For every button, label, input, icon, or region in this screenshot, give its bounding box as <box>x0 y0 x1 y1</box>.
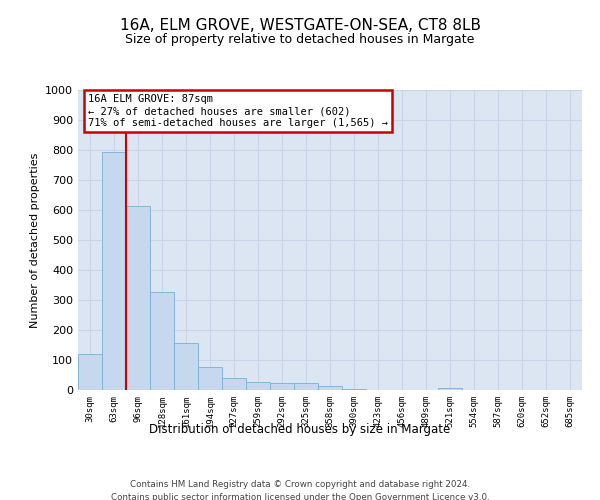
Text: 16A ELM GROVE: 87sqm
← 27% of detached houses are smaller (602)
71% of semi-deta: 16A ELM GROVE: 87sqm ← 27% of detached h… <box>88 94 388 128</box>
Bar <box>246 382 270 390</box>
Bar <box>438 388 462 390</box>
Text: Contains HM Land Registry data © Crown copyright and database right 2024.: Contains HM Land Registry data © Crown c… <box>130 480 470 489</box>
Bar <box>102 152 126 390</box>
Bar <box>174 342 198 390</box>
Text: Distribution of detached houses by size in Margate: Distribution of detached houses by size … <box>149 422 451 436</box>
Bar <box>318 386 342 390</box>
Text: Contains public sector information licensed under the Open Government Licence v3: Contains public sector information licen… <box>110 492 490 500</box>
Bar <box>198 366 222 390</box>
Bar <box>270 384 294 390</box>
Bar <box>222 378 246 390</box>
Y-axis label: Number of detached properties: Number of detached properties <box>29 152 40 328</box>
Text: 16A, ELM GROVE, WESTGATE-ON-SEA, CT8 8LB: 16A, ELM GROVE, WESTGATE-ON-SEA, CT8 8LB <box>119 18 481 32</box>
Bar <box>294 384 318 390</box>
Bar <box>78 354 102 390</box>
Bar <box>126 206 150 390</box>
Bar <box>342 389 366 390</box>
Text: Size of property relative to detached houses in Margate: Size of property relative to detached ho… <box>125 32 475 46</box>
Bar <box>150 292 174 390</box>
